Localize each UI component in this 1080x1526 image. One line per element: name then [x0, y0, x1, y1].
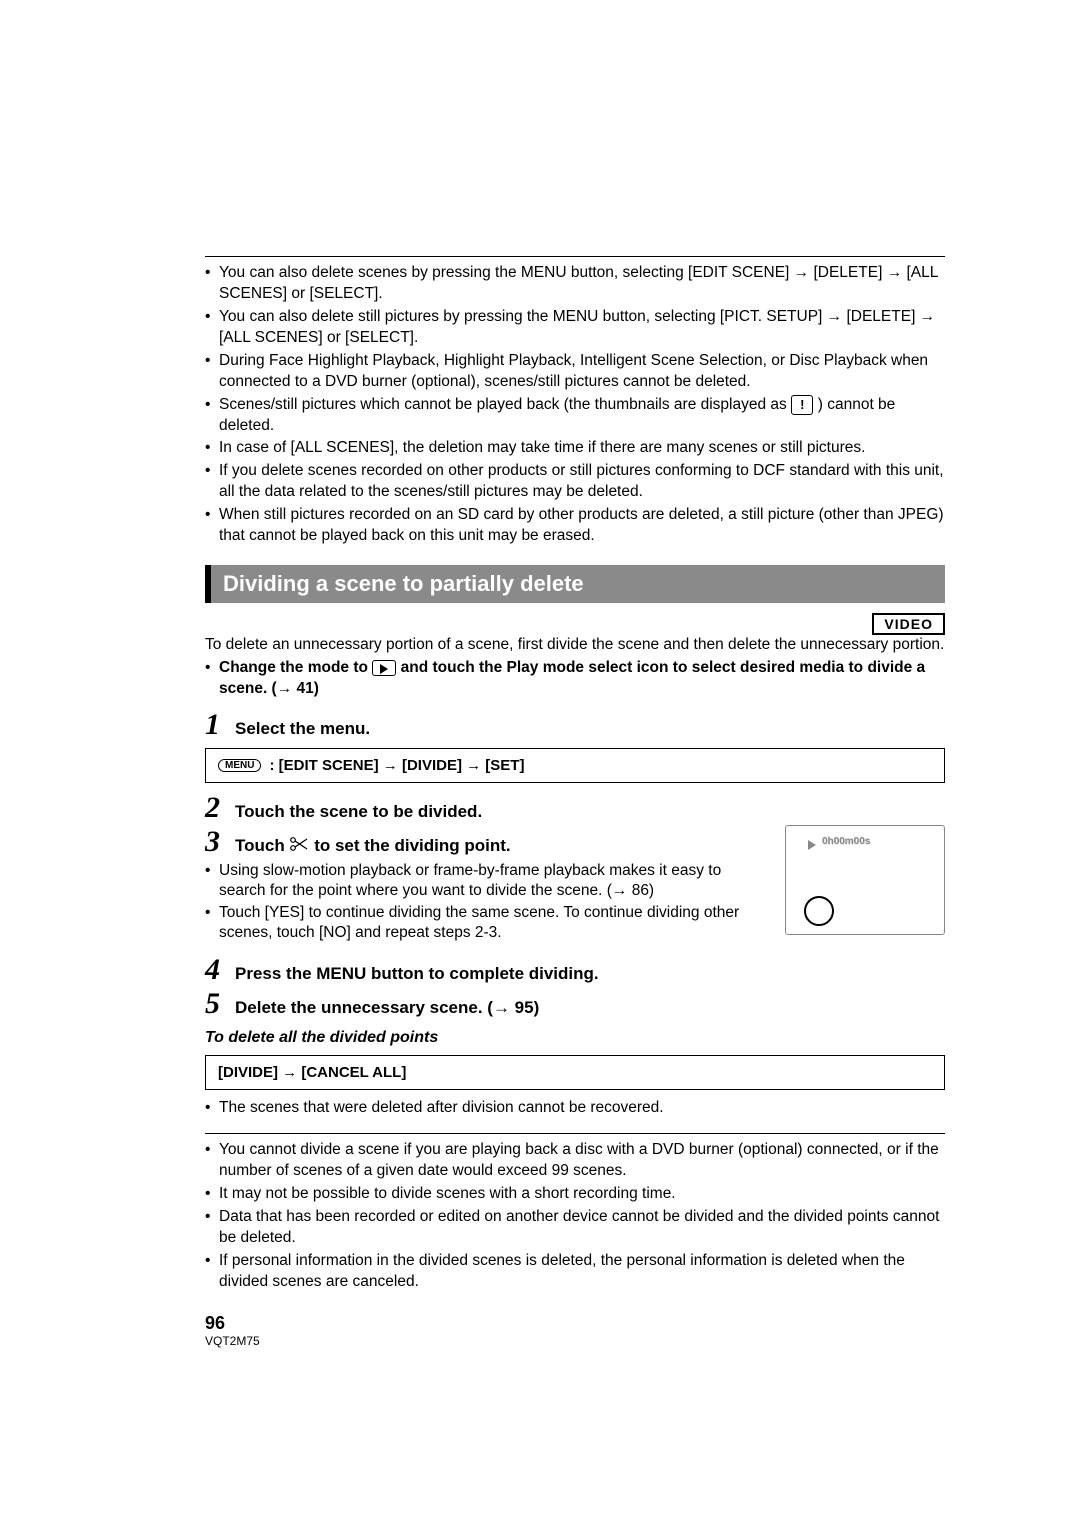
bottom-notes-list: You cannot divide a scene if you are pla… [205, 1140, 945, 1292]
note-item: You can also delete still pictures by pr… [205, 307, 945, 349]
note-item: The scenes that were deleted after divis… [205, 1098, 945, 1119]
step-title: Touch to set the dividing point. [235, 836, 511, 857]
section-heading: Dividing a scene to partially delete [205, 565, 945, 603]
document-page: You can also delete scenes by pressing t… [205, 250, 945, 1348]
sub-heading: To delete all the divided points [205, 1029, 945, 1047]
menu-path-text: : [EDIT SCENE] → [DIVIDE] → [SET] [269, 757, 524, 774]
scissors-icon [289, 836, 309, 857]
note-item: It may not be possible to divide scenes … [205, 1184, 945, 1205]
step-number: 5 [205, 989, 227, 1019]
note-item: If you delete scenes recorded on other p… [205, 461, 945, 503]
step-number: 3 [205, 827, 227, 857]
top-notes-list: You can also delete scenes by pressing t… [205, 263, 945, 547]
step-number: 4 [205, 955, 227, 985]
note-item: Touch [YES] to continue dividing the sam… [205, 903, 767, 943]
video-mode-tag: VIDEO [872, 613, 945, 635]
play-indicator-icon [808, 840, 816, 850]
play-mode-icon [372, 660, 396, 676]
intro-instruction: Change the mode to and touch the Play mo… [205, 658, 945, 700]
divider [205, 1133, 945, 1134]
menu-path-box: MENU : [EDIT SCENE] → [DIVIDE] → [SET] [205, 748, 945, 783]
step-4: 4 Press the MENU button to complete divi… [205, 955, 945, 985]
step-3: 3 Touch to set the dividing point. [205, 827, 767, 857]
step-1: 1 Select the menu. [205, 710, 945, 740]
step3-notes: Using slow-motion playback or frame-by-f… [205, 861, 767, 944]
figure-highlight-circle [804, 896, 834, 926]
intro-paragraph: To delete an unnecessary portion of a sc… [205, 635, 945, 700]
screen-figure: 0h00m00s [785, 825, 945, 935]
document-code: VQT2M75 [205, 1334, 945, 1348]
step3-post: to set the dividing point. [314, 836, 510, 855]
intro-bold-pre: Change the mode to [219, 659, 372, 676]
step-5: 5 Delete the unnecessary scene. (→ 95) [205, 989, 945, 1019]
note-item: Using slow-motion playback or frame-by-f… [205, 861, 767, 901]
note-item: You cannot divide a scene if you are pla… [205, 1140, 945, 1182]
note-item: You can also delete scenes by pressing t… [205, 263, 945, 305]
post-cancel-notes: The scenes that were deleted after divis… [205, 1098, 945, 1119]
cancel-path-box: [DIVIDE] → [CANCEL ALL] [205, 1055, 945, 1090]
page-number: 96 [205, 1313, 945, 1334]
note-item-warn: Scenes/still pictures which cannot be pl… [205, 395, 945, 437]
warning-thumbnail-icon: ! [791, 395, 813, 415]
step-title: Press the MENU button to complete dividi… [235, 964, 599, 984]
step-title: Delete the unnecessary scene. (→ 95) [235, 998, 539, 1018]
intro-text: To delete an unnecessary portion of a sc… [205, 635, 945, 656]
figure-timecode: 0h00m00s [822, 836, 870, 847]
step-title: Select the menu. [235, 719, 370, 739]
note-item: Data that has been recorded or edited on… [205, 1207, 945, 1249]
note-item: When still pictures recorded on an SD ca… [205, 505, 945, 547]
step-number: 1 [205, 710, 227, 740]
menu-button-icon: MENU [218, 759, 261, 772]
step-2: 2 Touch the scene to be divided. [205, 793, 945, 823]
note-text: Scenes/still pictures which cannot be pl… [219, 396, 791, 413]
note-item: In case of [ALL SCENES], the deletion ma… [205, 438, 945, 459]
step-number: 2 [205, 793, 227, 823]
note-item: If personal information in the divided s… [205, 1251, 945, 1293]
step-3-row: 3 Touch to set the dividing point. [205, 823, 945, 946]
divider [205, 256, 945, 257]
step-title: Touch the scene to be divided. [235, 802, 482, 822]
note-item: During Face Highlight Playback, Highligh… [205, 351, 945, 393]
step3-pre: Touch [235, 836, 289, 855]
